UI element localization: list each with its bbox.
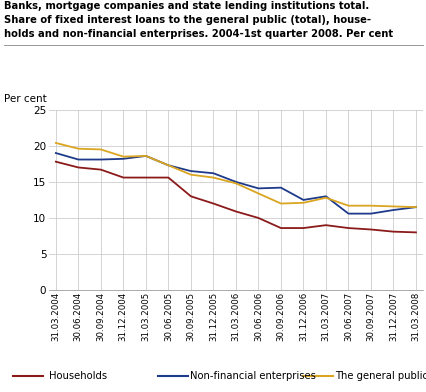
Text: Share of fixed interest loans to the general public (total), house-: Share of fixed interest loans to the gen… — [4, 15, 370, 25]
Text: Per cent: Per cent — [4, 94, 47, 104]
Text: Non-financial enterprises: Non-financial enterprises — [190, 371, 315, 381]
Text: Households: Households — [49, 371, 107, 381]
Text: Banks, mortgage companies and state lending institutions total.: Banks, mortgage companies and state lend… — [4, 1, 368, 11]
Text: The general public: The general public — [334, 371, 426, 381]
Text: holds and non-financial enterprises. 2004-1st quarter 2008. Per cent: holds and non-financial enterprises. 200… — [4, 29, 392, 39]
